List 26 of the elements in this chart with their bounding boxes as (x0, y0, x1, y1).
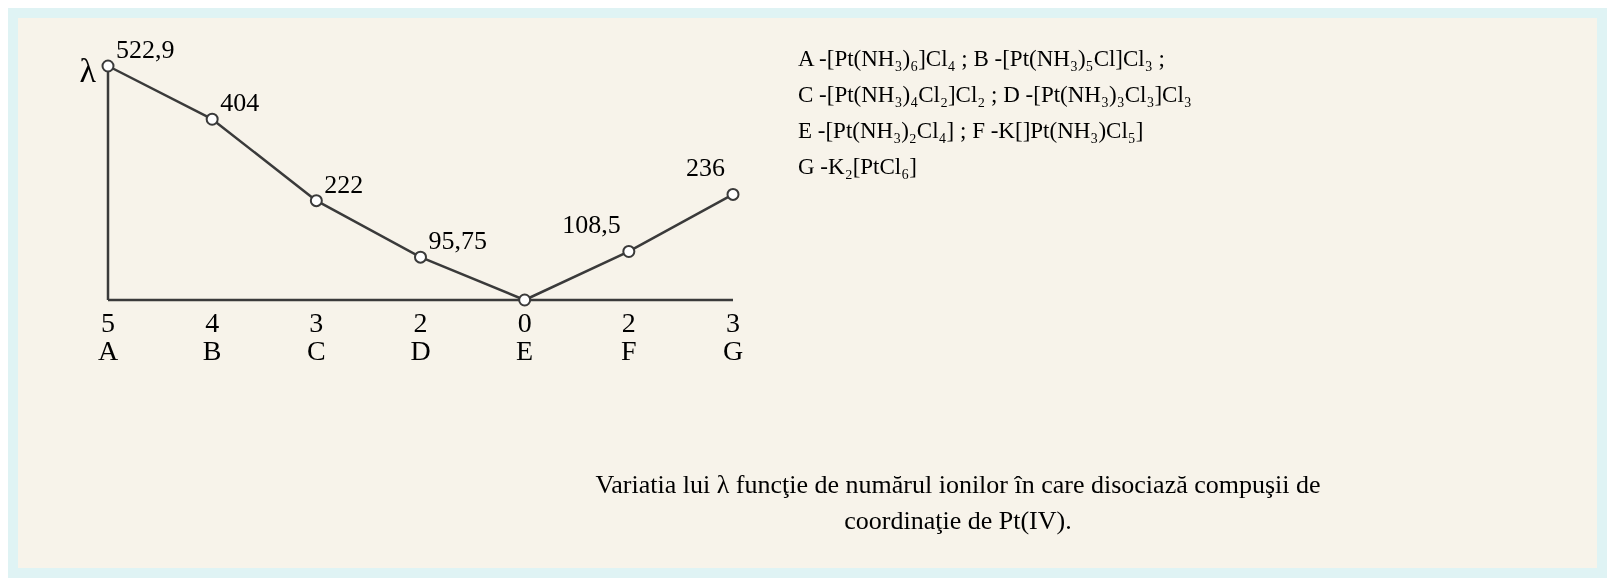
data-label: 222 (324, 169, 364, 199)
y-axis-title: λ (79, 52, 97, 89)
x-tick-label: 3 G (722, 307, 744, 366)
text: A -[Pt(NH₃)₆]Cl₄ ; B -[Pt(NH₃)₅Cl]Cl₃ ; (798, 46, 1165, 71)
text: G -K₂[PtCl₆] (798, 154, 917, 179)
data-label: 236 (686, 153, 725, 183)
x-tick-label: 3 C (306, 307, 326, 366)
x-tick-label: 0 E (516, 307, 534, 366)
text: E -[Pt(NH₃)₂Cl₄] ; F -K[]Pt(NH₃)Cl₅] (798, 118, 1144, 143)
x-tick-label: 5 A (97, 307, 119, 366)
point (101, 59, 115, 73)
data-label: 95,75 (428, 226, 487, 256)
point (622, 244, 636, 258)
point (726, 187, 740, 201)
data-label: 108,5 (562, 210, 621, 240)
point (205, 112, 219, 126)
x-tick-label: 4 B (202, 307, 222, 366)
data-label: 522,9 (116, 35, 175, 64)
point (414, 250, 427, 264)
point (518, 293, 532, 307)
text: Variatia lui λ funcţie de numărul ionilor în care disociază compuşii de coordinaţie de Pt(IV). (595, 470, 1321, 535)
x-tick-label: 2 D (410, 307, 431, 366)
point (309, 194, 323, 208)
data-label: 404 (220, 88, 260, 118)
x-tick-label: 2 F (621, 307, 637, 366)
text: C -[Pt(NH₃)₄Cl₂]Cl₂ ; D -[Pt(NH₃)₃Cl₃]Cl₃ (798, 82, 1192, 107)
